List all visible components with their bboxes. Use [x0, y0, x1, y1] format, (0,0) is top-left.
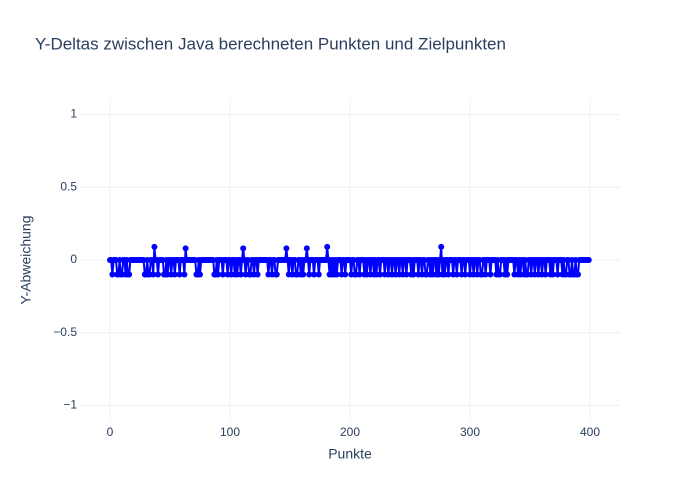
- data-point: [462, 271, 469, 278]
- data-point: [254, 271, 261, 278]
- data-point: [377, 271, 383, 278]
- data-point: [150, 271, 157, 278]
- data-point: [306, 271, 313, 278]
- data-point: [342, 271, 349, 278]
- y-tick-label: −0.5: [53, 325, 77, 339]
- x-tick-label: 300: [460, 425, 480, 439]
- data-point: [219, 271, 226, 278]
- x-axis-title: Punkte: [328, 446, 372, 462]
- x-tick-label: 200: [340, 425, 360, 439]
- data-point: [497, 271, 503, 278]
- y-tick-label: 0: [70, 252, 77, 266]
- data-point: [197, 271, 203, 278]
- data-point: [549, 271, 556, 278]
- y-tick-label: 0.5: [60, 179, 77, 193]
- data-point: [585, 257, 592, 263]
- data-point: [575, 271, 581, 278]
- y-tick-label: −1: [63, 398, 77, 412]
- data-point: [333, 271, 340, 278]
- data-point: [155, 271, 161, 278]
- data-point: [171, 271, 178, 278]
- x-tick-label: 0: [107, 425, 114, 439]
- data-point: [315, 271, 322, 278]
- data-point: [215, 271, 221, 278]
- data-point: [542, 271, 549, 278]
- data-point: [303, 245, 310, 252]
- data-point: [403, 271, 410, 278]
- data-point: [273, 271, 280, 278]
- x-tick-label: 100: [220, 425, 240, 439]
- data-point: [182, 245, 189, 252]
- data-point: [126, 271, 133, 278]
- data-point: [176, 271, 183, 278]
- data-point: [482, 271, 489, 278]
- data-point: [181, 271, 188, 278]
- data-point: [554, 271, 561, 278]
- x-tick-label: 400: [580, 425, 600, 439]
- data-point: [109, 271, 116, 278]
- data-point: [487, 271, 494, 278]
- data-point: [324, 243, 331, 250]
- data-point: [283, 245, 290, 252]
- data-point: [240, 245, 247, 252]
- chart-title: Y-Deltas zwischen Java berechneten Punkt…: [35, 34, 506, 53]
- data-point: [300, 271, 307, 278]
- data-point: [311, 271, 317, 278]
- y-axis-title: Y-Abweichung: [18, 216, 34, 305]
- data-point: [410, 271, 417, 278]
- y-tick-label: 1: [70, 107, 77, 121]
- data-point: [237, 271, 244, 278]
- data-point: [151, 243, 158, 250]
- data-point: [504, 271, 511, 278]
- data-point: [453, 271, 460, 278]
- data-point: [445, 271, 452, 278]
- data-point: [356, 271, 363, 278]
- data-point: [438, 243, 445, 250]
